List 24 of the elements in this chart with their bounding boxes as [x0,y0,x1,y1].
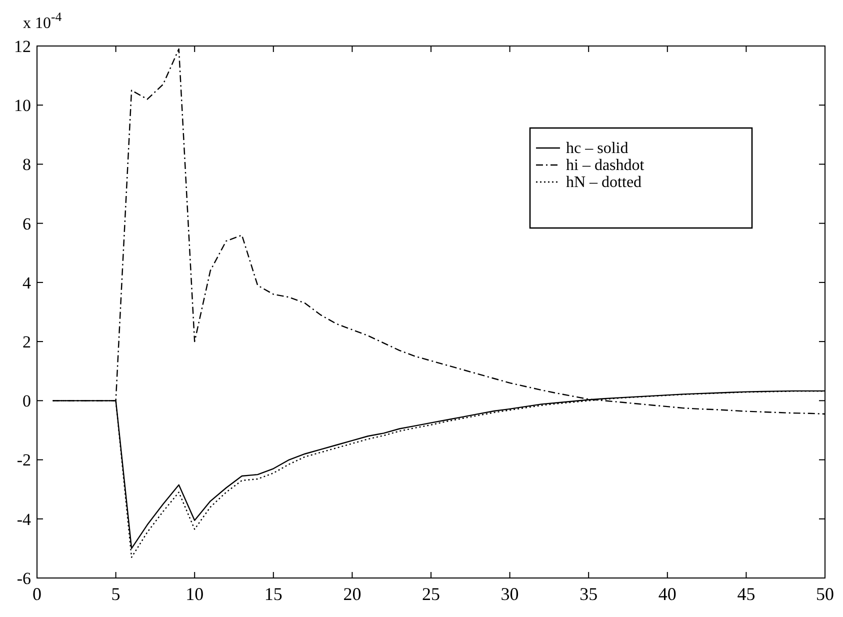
x-tick-label: 30 [500,584,519,604]
y-axis-title: x 10$^{-4}$ [23,10,62,32]
legend-label: hN – dotted [566,174,642,191]
legend-label: hi – dashdot [566,157,645,174]
x-tick-label: 40 [658,584,676,604]
y-tick-label: 10 [14,96,31,116]
legend-label: hc – solid [566,140,628,157]
y-tick-label: 12 [14,36,31,56]
y-tick-label: -4 [16,510,32,529]
x-tick-label: 50 [816,584,834,604]
y-tick-label: -2 [16,450,31,470]
y-tick-label: 4 [22,273,32,292]
y-tick-label: 6 [22,214,31,234]
x-tick-label: 20 [343,584,362,604]
y-tick-label: 2 [22,332,31,352]
x-tick-label: 10 [186,584,204,604]
y-tick-label: -6 [16,568,31,588]
x-tick-label: 45 [737,584,756,604]
x-tick-label: 35 [580,584,598,604]
y-tick-label: 0 [22,392,31,411]
x-tick-label: 5 [111,584,120,604]
y-tick-label: 8 [22,155,31,174]
x-tick-label: 15 [264,584,282,604]
x-tick-label: 25 [422,584,440,604]
